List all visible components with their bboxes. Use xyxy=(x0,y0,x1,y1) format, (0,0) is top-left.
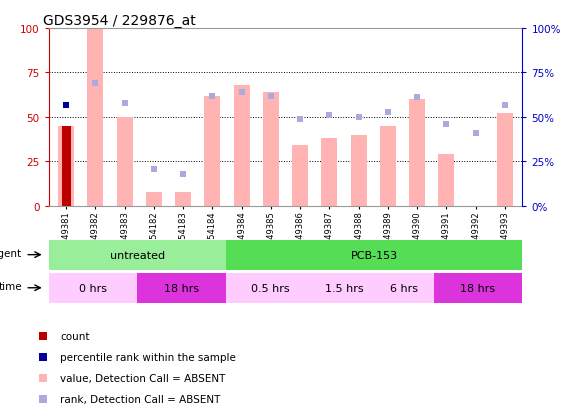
Text: agent: agent xyxy=(0,249,22,259)
Bar xyxy=(375,273,433,303)
Bar xyxy=(351,135,367,206)
Bar xyxy=(497,114,513,206)
Bar xyxy=(146,192,162,206)
Bar xyxy=(204,96,220,206)
Bar xyxy=(234,86,250,206)
Bar xyxy=(138,273,226,303)
Bar xyxy=(292,146,308,206)
Text: PCB-153: PCB-153 xyxy=(351,250,398,260)
Bar xyxy=(315,273,375,303)
Bar xyxy=(175,192,191,206)
Bar xyxy=(62,126,70,206)
Text: value, Detection Call = ABSENT: value, Detection Call = ABSENT xyxy=(61,373,226,383)
Text: untreated: untreated xyxy=(110,250,165,260)
Bar xyxy=(433,273,522,303)
Bar xyxy=(226,273,315,303)
Text: rank, Detection Call = ABSENT: rank, Detection Call = ABSENT xyxy=(61,394,221,404)
Bar xyxy=(439,155,455,206)
Text: percentile rank within the sample: percentile rank within the sample xyxy=(61,352,236,362)
Bar xyxy=(87,29,103,206)
Text: count: count xyxy=(61,332,90,342)
Bar xyxy=(116,118,132,206)
Bar xyxy=(226,240,522,270)
Bar xyxy=(49,273,138,303)
Text: 18 hrs: 18 hrs xyxy=(164,283,199,293)
Bar xyxy=(321,139,337,206)
Text: GDS3954 / 229876_at: GDS3954 / 229876_at xyxy=(43,14,196,28)
Bar xyxy=(409,100,425,206)
Text: 0 hrs: 0 hrs xyxy=(79,283,107,293)
Text: 18 hrs: 18 hrs xyxy=(460,283,496,293)
Bar xyxy=(49,240,226,270)
Bar xyxy=(263,93,279,206)
Text: 0.5 hrs: 0.5 hrs xyxy=(251,283,290,293)
Bar xyxy=(380,126,396,206)
Text: time: time xyxy=(0,282,22,292)
Bar xyxy=(58,126,74,206)
Text: 6 hrs: 6 hrs xyxy=(390,283,418,293)
Text: 1.5 hrs: 1.5 hrs xyxy=(325,283,364,293)
